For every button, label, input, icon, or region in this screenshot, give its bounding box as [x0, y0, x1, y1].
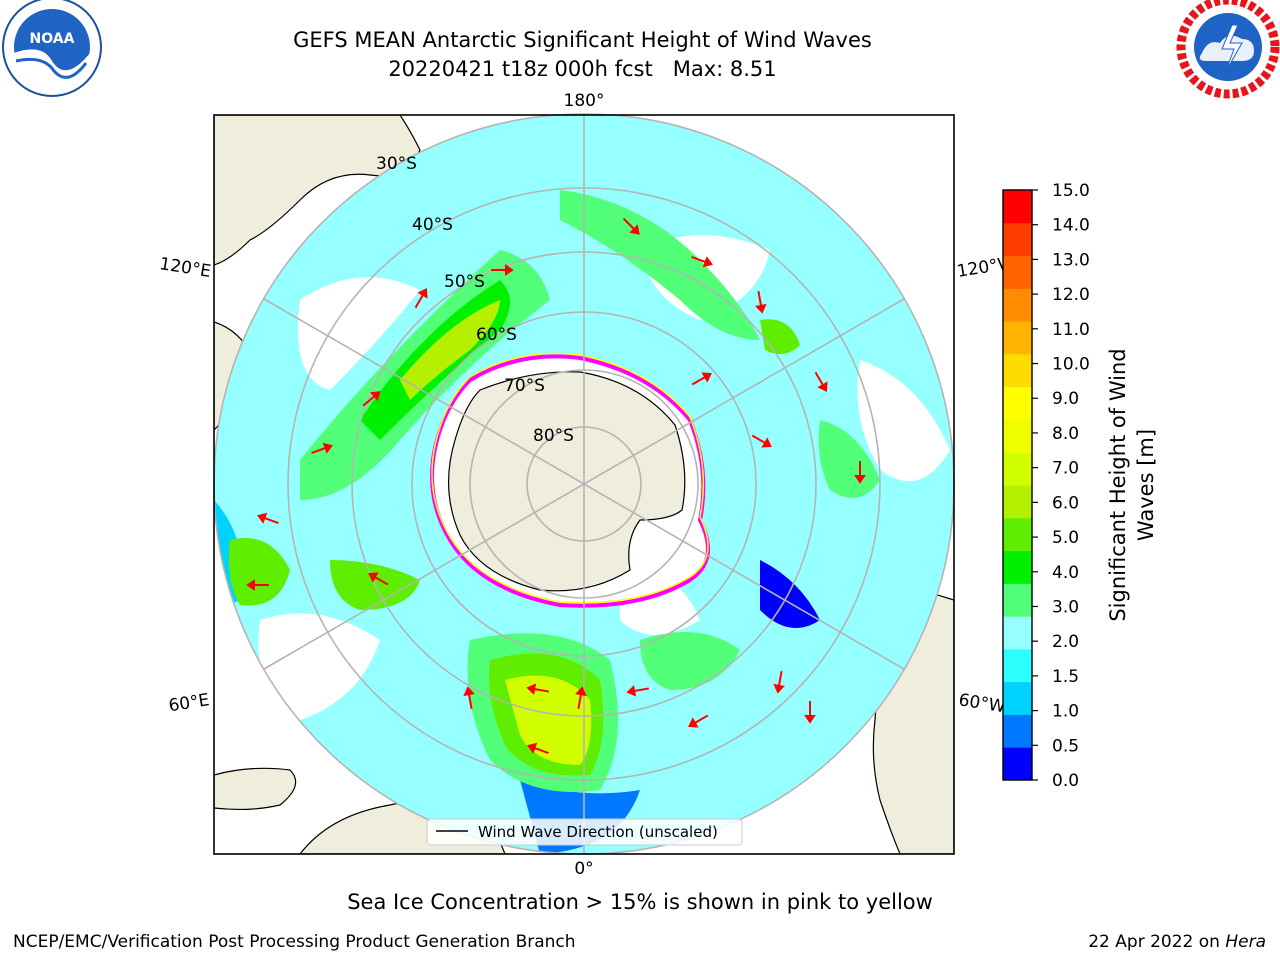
- lon-label-180: 180°: [564, 91, 605, 111]
- nws-logo: [1176, 0, 1280, 99]
- colorbar: 0.0 0.5 1.0 1.5 2.0 3.0 4.0 5.0 6.0 7.0 8.0 9.0 10.0…: [1002, 181, 1090, 791]
- credit-machine: Hera: [1225, 932, 1266, 952]
- lon-label-0: 0°: [574, 859, 593, 879]
- colorbar-tick-label: 14.0: [1052, 216, 1090, 236]
- wind-wave-arrows: [246, 217, 866, 755]
- noaa-logo-text: NOAA: [30, 31, 75, 47]
- colorbar-swatch: [1003, 190, 1032, 224]
- colorbar-tick-label: 15.0: [1052, 181, 1090, 201]
- colorbar-swatch: [1003, 747, 1032, 781]
- colorbar-swatch: [1003, 321, 1032, 355]
- colorbar-title-line-2: Waves [m]: [1134, 428, 1158, 542]
- colorbar-swatch: [1003, 714, 1032, 748]
- colorbar-tick-label: 1.0: [1052, 702, 1079, 722]
- colorbar-swatch: [1003, 222, 1032, 257]
- credit-left: NCEP/EMC/Verification Post Processing Pr…: [13, 932, 576, 952]
- colorbar-tick-label: 10.0: [1052, 355, 1090, 375]
- colorbar-tick-label: 9.0: [1052, 389, 1079, 409]
- colorbar-swatch: [1003, 288, 1032, 322]
- colorbar-tick-label: 12.0: [1052, 285, 1090, 305]
- colorbar-swatch: [1003, 452, 1032, 486]
- colorbar-swatch: [1003, 583, 1032, 617]
- colorbar-tick-label: 2.0: [1052, 632, 1079, 652]
- colorbar-swatch: [1003, 681, 1032, 715]
- credit-right: 22 Apr 2022 on Hera: [1088, 932, 1266, 952]
- lat-label-50s: 50°S: [444, 272, 485, 292]
- colorbar-tick-label: 11.0: [1052, 320, 1090, 340]
- colorbar-title-line-1: Significant Height of Wind: [1106, 348, 1130, 622]
- colorbar-swatch: [1003, 616, 1032, 650]
- colorbar-tick-label: 5.0: [1052, 528, 1079, 548]
- map-legend: Wind Wave Direction (unscaled): [426, 818, 743, 846]
- title-line-2: 20220421 t18z 000h fcst Max: 8.51: [388, 57, 777, 81]
- antarctica: [430, 352, 710, 608]
- colorbar-swatch: [1003, 648, 1032, 683]
- antarctic-continent: [448, 371, 686, 592]
- noaa-logo: NOAA: [2, 0, 102, 97]
- lon-label-60w: 60°W: [957, 690, 1007, 717]
- lat-label-40s: 40°S: [412, 215, 453, 235]
- colorbar-swatch: [1003, 386, 1032, 420]
- colorbar-swatch: [1003, 485, 1032, 519]
- wave-height-field: [214, 115, 954, 854]
- colorbar-tick-label: 1.5: [1052, 667, 1079, 687]
- colorbar-title: Significant Height of Wind Waves [m]: [1100, 165, 1158, 621]
- credit-date: 22 Apr 2022 on: [1088, 932, 1226, 952]
- land-madagascar: [214, 767, 297, 811]
- colorbar-tick-label: 6.0: [1052, 493, 1079, 513]
- colorbar-tick-label: 4.0: [1052, 563, 1079, 583]
- colorbar-tick-label: 0.5: [1052, 736, 1079, 756]
- colorbar-tick-label: 13.0: [1052, 250, 1090, 270]
- legend-label: Wind Wave Direction (unscaled): [478, 823, 718, 841]
- colorbar-swatch: [1003, 517, 1032, 552]
- chart-title: GEFS MEAN Antarctic Significant Height o…: [0, 26, 1165, 84]
- colorbar-tick-label: 0.0: [1052, 771, 1079, 791]
- map-frame: [213, 114, 955, 855]
- lon-label-120e: 120°E: [158, 254, 212, 282]
- lat-label-60s: 60°S: [476, 325, 517, 345]
- colorbar-tick-label: 8.0: [1052, 424, 1079, 444]
- lat-label-30s: 30°S: [376, 154, 417, 174]
- lat-label-70s: 70°S: [504, 376, 545, 396]
- colorbar-swatch: [1003, 255, 1032, 289]
- sea-ice-footnote: Sea Ice Concentration > 15% is shown in …: [347, 890, 933, 914]
- lat-label-80s: 80°S: [533, 426, 574, 446]
- colorbar-border: [1002, 189, 1033, 781]
- colorbar-swatch: [1003, 550, 1032, 584]
- colorbar-swatch: [1003, 419, 1032, 453]
- colorbar-tick-label: 7.0: [1052, 459, 1079, 479]
- colorbar-swatch: [1003, 353, 1032, 388]
- colorbar-tick-label: 3.0: [1052, 597, 1079, 617]
- lon-label-60e: 60°E: [167, 690, 211, 716]
- land-australia: [214, 115, 421, 266]
- title-line-1: GEFS MEAN Antarctic Significant Height o…: [293, 28, 872, 52]
